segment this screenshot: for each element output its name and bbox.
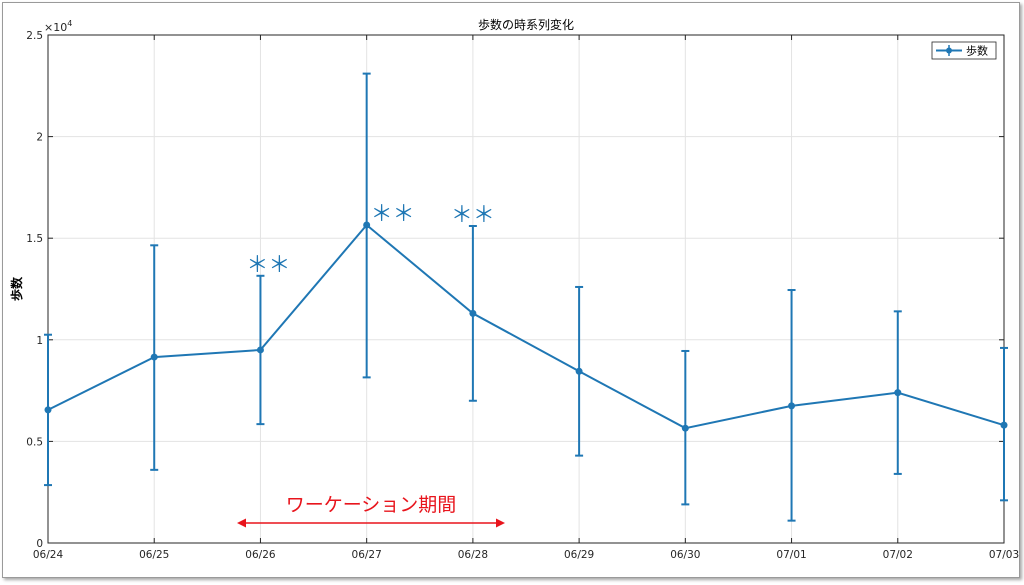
period-arrowhead-right (496, 518, 505, 528)
x-tick-label: 06/27 (352, 549, 382, 561)
y-tick-label: 2 (36, 132, 43, 144)
data-point (469, 309, 477, 317)
data-point (1000, 421, 1008, 429)
legend: 歩数 (931, 41, 997, 60)
x-tick-label: 07/02 (883, 549, 913, 561)
x-tick-label: 06/29 (564, 549, 594, 561)
y-tick-label: 2.5 (26, 30, 43, 42)
line-chart: 06/24 06/25 06/26 06/27 06/28 06/29 06/30 07/01… (9, 17, 1019, 561)
plot-area (47, 34, 1005, 544)
significance-mark: ＊＊ (451, 203, 495, 228)
x-tick-label: 06/25 (139, 549, 169, 561)
x-tick-label: 07/03 (989, 549, 1019, 561)
legend-label: 歩数 (966, 44, 988, 58)
x-tick-label: 06/24 (33, 549, 64, 561)
significance-mark: ＊＊ (246, 253, 290, 278)
data-point (363, 221, 371, 229)
x-tick-label: 06/26 (245, 549, 276, 561)
significance-mark: ＊＊ (371, 202, 415, 227)
y-tick-label: 0 (36, 538, 43, 550)
period-annotation-label: ワーケーション期間 (286, 494, 457, 516)
data-point (256, 346, 264, 354)
data-point (44, 406, 52, 414)
period-arrowhead-left (237, 518, 246, 528)
x-tick-label: 06/28 (458, 549, 488, 561)
y-tick-label: 0.5 (26, 436, 43, 448)
data-point (681, 424, 689, 432)
x-tick-label: 07/01 (776, 549, 806, 561)
data-point (788, 402, 796, 410)
series-line (47, 223, 1005, 430)
y-exponent-label: ×104 (44, 19, 72, 34)
data-point (150, 353, 158, 361)
y-tick-label: 1.5 (26, 233, 43, 245)
y-axis-label: 歩数 (9, 276, 24, 301)
x-tick-label: 06/30 (670, 549, 700, 561)
chart-frame: 06/24 06/25 06/26 06/27 06/28 06/29 06/30 07/01… (2, 2, 1020, 578)
data-point (894, 389, 902, 397)
chart-title: 歩数の時系列変化 (478, 17, 574, 32)
data-point (575, 367, 583, 375)
y-tick-label: 1 (36, 335, 43, 347)
